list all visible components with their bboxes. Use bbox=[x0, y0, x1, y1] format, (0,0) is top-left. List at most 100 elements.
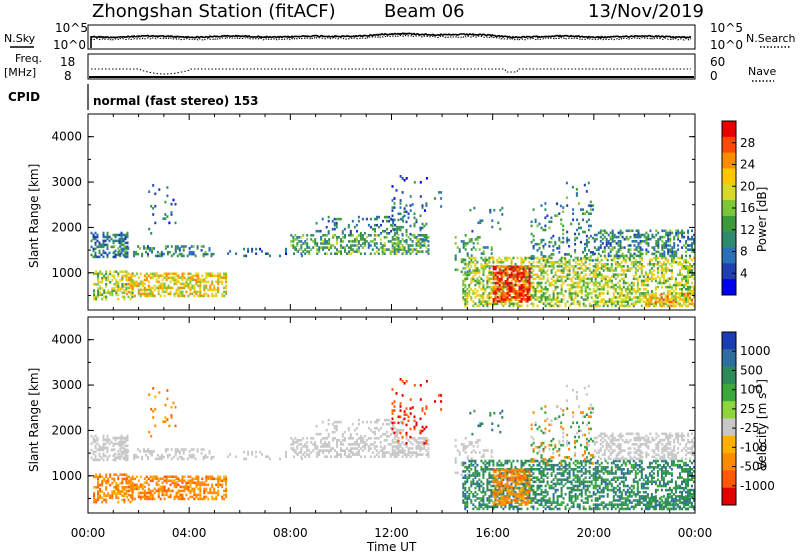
power-cell bbox=[351, 219, 354, 223]
power-cell bbox=[593, 240, 596, 243]
power-cell bbox=[165, 278, 168, 282]
power-cell bbox=[532, 234, 535, 238]
power-cell bbox=[199, 294, 202, 298]
velocity-cell bbox=[129, 477, 132, 481]
power-cell bbox=[413, 234, 416, 237]
power-cell bbox=[560, 275, 563, 278]
velocity-cell bbox=[407, 447, 410, 450]
power-cell bbox=[112, 255, 115, 259]
power-cell bbox=[568, 290, 571, 293]
power-cell bbox=[401, 191, 404, 194]
power-cell bbox=[661, 248, 664, 251]
power-cell bbox=[480, 281, 483, 285]
power-cell bbox=[562, 232, 565, 236]
power-cell bbox=[491, 219, 494, 222]
power-cell bbox=[582, 251, 584, 254]
velocity-cell bbox=[302, 445, 305, 448]
velocity-cell bbox=[301, 457, 303, 461]
power-cell bbox=[488, 271, 491, 274]
power-cell bbox=[392, 227, 395, 231]
velocity-cell bbox=[391, 445, 394, 448]
velocity-cell bbox=[156, 453, 159, 457]
power-cell bbox=[154, 204, 157, 208]
power-cell bbox=[95, 272, 98, 276]
power-cell bbox=[217, 274, 220, 278]
power-cell bbox=[389, 240, 392, 243]
power-cell bbox=[480, 265, 483, 268]
power-cell bbox=[502, 283, 505, 287]
velocity-cell bbox=[392, 430, 395, 434]
velocity-cell bbox=[462, 447, 465, 450]
power-cell bbox=[153, 288, 156, 292]
power-cell bbox=[670, 277, 673, 281]
power-cell bbox=[324, 234, 327, 237]
power-cell bbox=[530, 275, 533, 278]
velocity-cell bbox=[167, 475, 170, 479]
velocity-cell bbox=[217, 479, 220, 483]
power-cell bbox=[672, 296, 675, 300]
power-cell bbox=[143, 290, 146, 294]
power-cell bbox=[570, 294, 573, 297]
velocity-cell bbox=[479, 424, 482, 428]
power-cell bbox=[524, 281, 527, 285]
velocity-cell bbox=[383, 447, 386, 450]
power-cell bbox=[572, 292, 575, 295]
power-cell bbox=[374, 223, 376, 227]
power-cell bbox=[506, 273, 509, 276]
power-cell bbox=[133, 254, 136, 258]
velocity-cell bbox=[421, 437, 424, 440]
power-cell bbox=[92, 247, 95, 251]
power-cell bbox=[544, 296, 547, 299]
velocity-cell bbox=[290, 443, 293, 446]
power-cell bbox=[462, 283, 465, 287]
velocity-cell bbox=[187, 481, 190, 485]
power-cell bbox=[530, 240, 533, 244]
velocity-cell bbox=[394, 435, 397, 438]
power-cell bbox=[211, 280, 214, 284]
power-cell bbox=[660, 304, 663, 308]
velocity-cell bbox=[126, 458, 129, 462]
power-cell bbox=[506, 290, 509, 293]
power-cell bbox=[532, 302, 535, 306]
power-cell bbox=[514, 267, 517, 271]
power-cell bbox=[592, 290, 595, 293]
velocity-cell bbox=[357, 418, 360, 422]
velocity-cell bbox=[390, 432, 393, 436]
power-cell bbox=[639, 235, 642, 239]
power-cell bbox=[97, 278, 100, 282]
power-cell bbox=[187, 276, 190, 280]
power-cell bbox=[394, 232, 397, 235]
velocity-cell bbox=[425, 437, 428, 440]
power-cell bbox=[221, 292, 224, 296]
power-cell bbox=[454, 256, 457, 259]
power-cell bbox=[187, 294, 190, 298]
power-cell bbox=[151, 292, 154, 296]
power-cell bbox=[584, 230, 586, 234]
velocity-cell bbox=[225, 487, 228, 491]
power-cell bbox=[687, 290, 689, 293]
power-cell bbox=[542, 269, 545, 272]
power-cell bbox=[514, 298, 517, 301]
velocity-cell bbox=[163, 475, 166, 479]
velocity-cell bbox=[125, 495, 128, 499]
velocity-cell bbox=[316, 447, 319, 450]
power-cell bbox=[662, 279, 665, 283]
velocity-cell bbox=[166, 455, 169, 459]
power-cell bbox=[607, 254, 610, 258]
power-cell bbox=[367, 223, 370, 227]
power-cell bbox=[691, 258, 693, 262]
power-cell bbox=[112, 241, 115, 245]
power-cell bbox=[584, 258, 587, 262]
power-cell bbox=[99, 270, 102, 273]
power-cell bbox=[154, 221, 157, 225]
power-cell bbox=[626, 267, 629, 270]
power-cell bbox=[145, 247, 147, 250]
power-cell bbox=[379, 238, 382, 241]
power-cell bbox=[528, 260, 531, 264]
power-cell bbox=[668, 263, 671, 266]
power-cell bbox=[656, 285, 659, 289]
power-cell bbox=[516, 273, 519, 277]
velocity-cell bbox=[93, 486, 96, 489]
power-cell bbox=[613, 254, 616, 258]
velocity-cell bbox=[165, 491, 168, 495]
